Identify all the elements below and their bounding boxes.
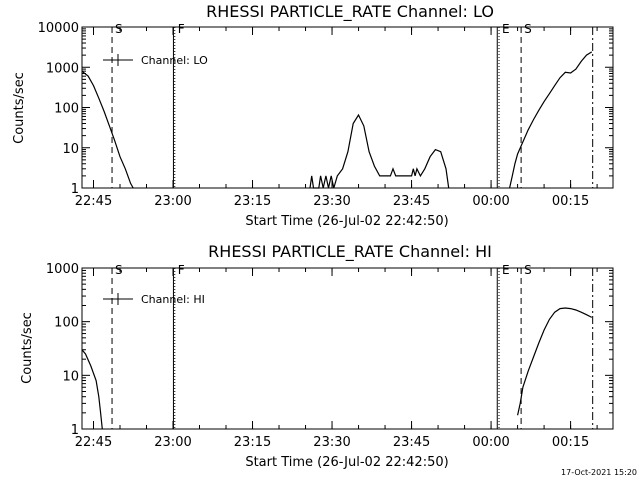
lo-channel-panel: RHESSI PARTICLE_RATE Channel: LO Counts/…	[12, 2, 614, 229]
event-marker-label: S	[524, 263, 532, 277]
x-tick-label: 23:45	[393, 194, 430, 209]
timestamp-footer: 17-Oct-2021 15:20	[561, 468, 637, 477]
x-tick-label: 00:15	[552, 435, 589, 450]
event-marker-label: E	[502, 263, 510, 277]
x-tick-label: 23:30	[313, 435, 350, 450]
x-tick-label: 23:15	[234, 435, 271, 450]
legend-label-lo: Channel: LO	[141, 54, 208, 67]
y-tick-label: 10	[62, 142, 79, 157]
x-tick-label: 22:45	[75, 194, 112, 209]
x-axis-label-hi: Start Time (26-Jul-02 22:42:50)	[245, 455, 448, 470]
legend-lo: Channel: LO	[103, 54, 208, 67]
x-tick-label: 23:00	[154, 194, 191, 209]
x-tick-label: 00:15	[552, 194, 589, 209]
y-tick-label: 100	[54, 316, 79, 331]
plot-frame-hi: 22:45 23:00 23:15 23:30 23:45 00:00 00:15 1 10 10…	[46, 262, 614, 450]
x-tick-label: 23:00	[154, 435, 191, 450]
series-line-hi-segment-1	[517, 307, 593, 416]
event-marker-label: E	[502, 22, 510, 36]
event-marker-label: S	[115, 22, 123, 36]
plot-frame-lo: 22:45 23:00 23:15 23:30 23:45 00:00 00:15 1 10 10…	[38, 21, 614, 209]
hi-channel-panel: RHESSI PARTICLE_RATE Channel: HI Counts/…	[20, 242, 614, 470]
event-marker-label: F	[178, 22, 185, 36]
x-tick-label: 00:00	[472, 435, 509, 450]
y-tick-label: 1	[71, 182, 79, 197]
x-tick-label: 23:15	[234, 194, 271, 209]
y-axis-label-hi: Counts/sec	[20, 312, 35, 384]
series-line-lo-segment-2	[509, 51, 593, 189]
y-axis-label-lo: Counts/sec	[12, 72, 27, 144]
plot-area-hi	[81, 267, 614, 430]
series-line-hi-segment-0	[81, 349, 103, 430]
x-tick-label: 22:45	[75, 435, 112, 450]
series-line-lo-segment-1	[309, 113, 450, 189]
chart-title-lo: RHESSI PARTICLE_RATE Channel: LO	[206, 2, 494, 22]
y-tick-label: 10000	[38, 21, 79, 36]
y-tick-label: 100	[54, 102, 79, 117]
y-tick-label: 10	[62, 369, 79, 384]
legend-hi: Channel: HI	[103, 293, 205, 306]
y-tick-label: 1000	[46, 61, 79, 76]
y-tick-label: 1	[71, 423, 79, 438]
x-tick-label: 23:45	[393, 435, 430, 450]
x-tick-label: 00:00	[472, 194, 509, 209]
series-lo	[81, 51, 593, 189]
plot-area-lo	[81, 26, 614, 189]
chart-title-hi: RHESSI PARTICLE_RATE Channel: HI	[208, 242, 492, 262]
x-axis-label-lo: Start Time (26-Jul-02 22:42:50)	[245, 214, 448, 229]
y-tick-label: 1000	[46, 262, 79, 277]
legend-label-hi: Channel: HI	[141, 293, 205, 306]
series-hi	[81, 307, 593, 430]
event-marker-label: S	[115, 263, 123, 277]
series-line-lo-segment-0	[81, 70, 134, 189]
event-marker-label: S	[524, 22, 532, 36]
event-marker-label: F	[178, 263, 185, 277]
x-tick-label: 23:30	[313, 194, 350, 209]
